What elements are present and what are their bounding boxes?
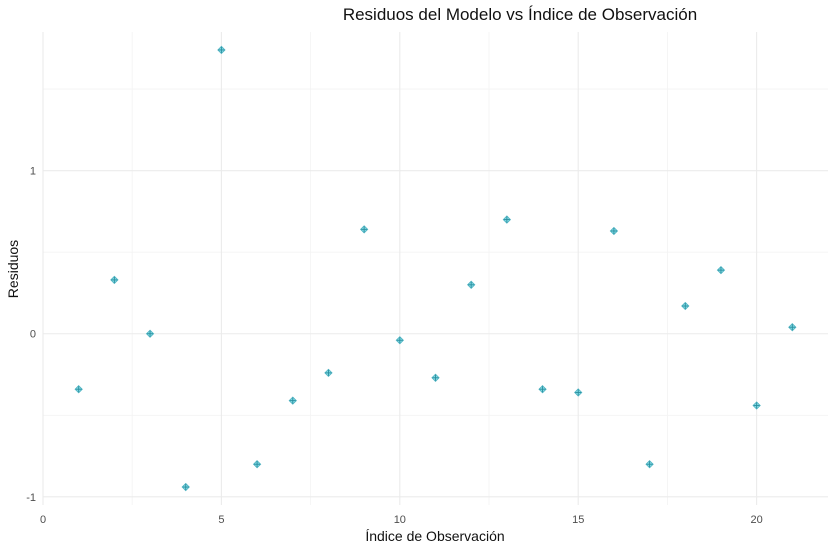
data-point [74, 385, 83, 394]
data-point [431, 373, 440, 382]
data-point [110, 275, 119, 285]
data-point [609, 226, 619, 236]
data-point [467, 280, 476, 289]
x-tick-label: 15 [572, 514, 584, 526]
data-point [574, 388, 583, 397]
chart-title: Residuos del Modelo vs Índice de Observa… [343, 5, 697, 24]
x-tick-label: 0 [40, 514, 46, 526]
data-point [324, 368, 333, 378]
data-point [181, 482, 190, 492]
data-point [252, 460, 262, 469]
data-point [395, 336, 404, 345]
y-tick-labels: -1 0 1 [26, 166, 36, 504]
data-point [359, 225, 369, 234]
data-point [145, 329, 155, 338]
x-tick-label: 20 [751, 514, 763, 526]
data-point [788, 323, 797, 332]
x-tick-label: 10 [394, 514, 406, 526]
x-axis-label: Índice de Observación [365, 528, 504, 544]
x-tick-labels: 0 5 10 15 20 [40, 514, 763, 526]
y-tick-label: 0 [30, 329, 36, 341]
grid [42, 32, 828, 505]
data-point [681, 301, 690, 311]
data-point [645, 460, 654, 469]
data-point [752, 401, 761, 410]
data-point [217, 45, 226, 55]
data-point [288, 396, 297, 405]
x-tick-label: 5 [218, 514, 224, 526]
y-tick-label: 1 [30, 166, 36, 178]
data-point [502, 215, 512, 224]
data-points [74, 45, 797, 492]
y-tick-label: -1 [26, 492, 36, 504]
y-axis-label: Residuos [5, 240, 21, 298]
data-point [716, 265, 726, 275]
data-point [538, 385, 547, 394]
